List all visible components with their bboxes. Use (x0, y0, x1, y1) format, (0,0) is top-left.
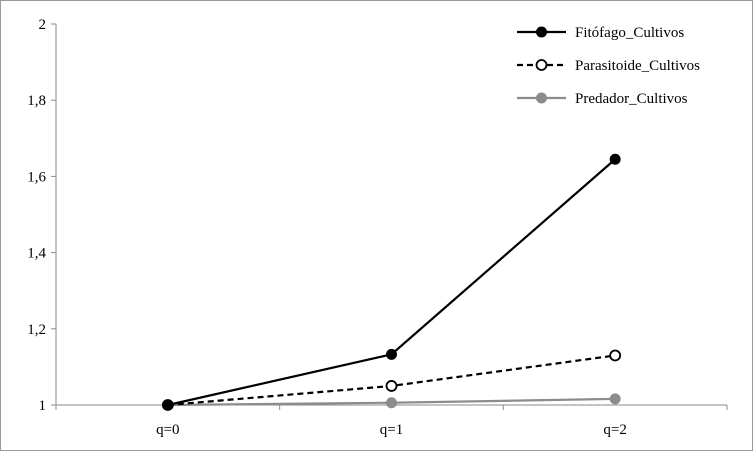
y-tick-label: 2 (39, 17, 47, 33)
legend: Fitófago_Cultivos Parasitoide_Cultivos Pre… (517, 25, 700, 107)
y-tick-label: 1,8 (27, 93, 46, 109)
legend-label: Parasitoide_Cultivos (575, 58, 700, 74)
data-point (386, 348, 397, 360)
series-line-0 (167, 158, 616, 407)
x-tick-label: q=2 (603, 422, 626, 438)
data-point (385, 380, 398, 392)
y-axis-ticks: 1 1,2 1,4 1,6 1,8 2 (27, 17, 56, 414)
x-tick-label: q=0 (156, 422, 179, 438)
series-group (161, 153, 622, 411)
data-point (386, 397, 397, 409)
y-tick-label: 1,6 (27, 169, 46, 185)
legend-label: Predador_Cultivos (575, 91, 688, 107)
legend-marker (536, 26, 547, 38)
data-point (609, 349, 622, 362)
data-point (162, 399, 174, 411)
data-point (609, 153, 621, 165)
legend-marker (535, 59, 548, 71)
y-tick-label: 1,4 (27, 246, 46, 262)
y-tick-label: 1 (39, 398, 47, 414)
data-point (609, 393, 621, 405)
y-tick-label: 1,2 (27, 322, 46, 338)
x-axis-ticks: q=0 q=1 q=2 (55, 405, 728, 438)
legend-label: Fitófago_Cultivos (575, 25, 684, 41)
x-tick-label: q=1 (380, 422, 403, 438)
legend-marker (536, 92, 547, 104)
axes (55, 24, 727, 406)
